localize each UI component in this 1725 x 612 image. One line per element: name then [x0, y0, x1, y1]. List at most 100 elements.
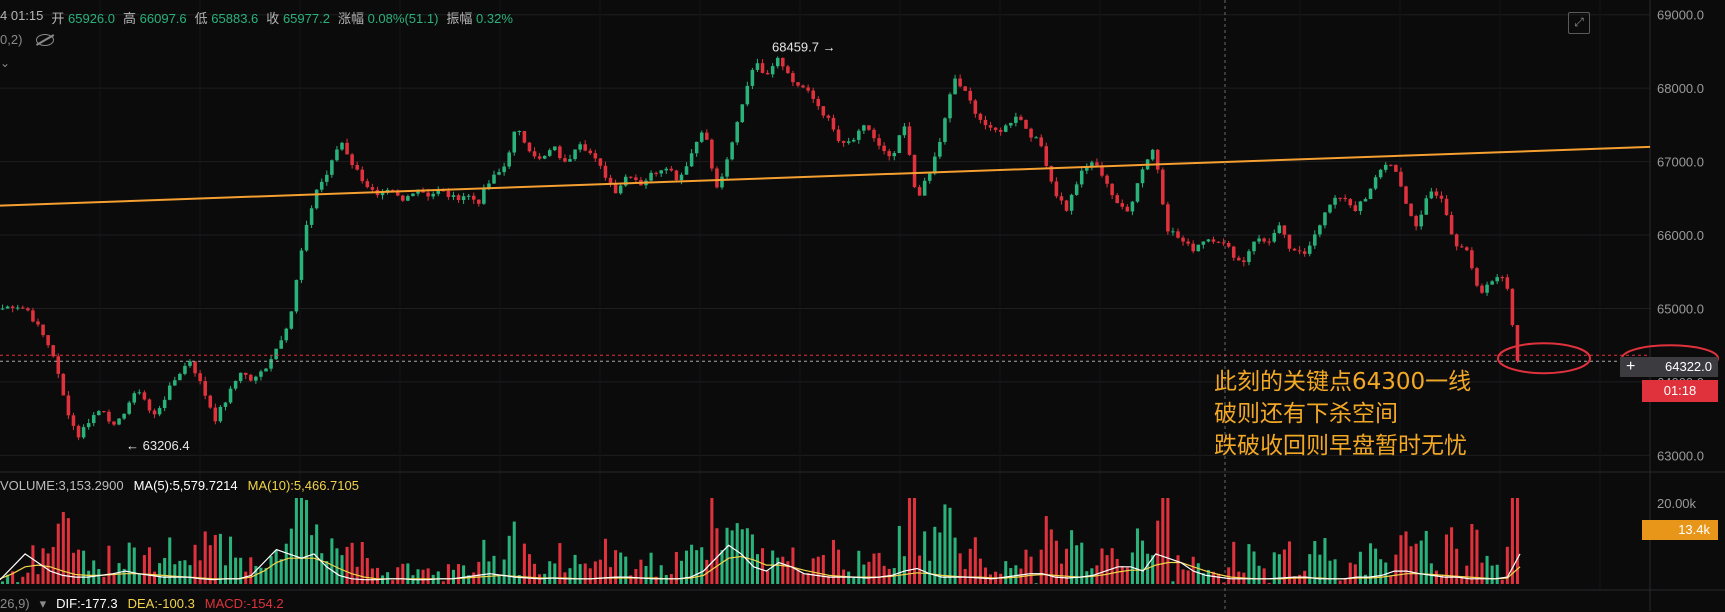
- volume-bar: [1100, 548, 1104, 584]
- candle-body: [1343, 197, 1347, 200]
- volume-bar: [735, 523, 739, 584]
- volume-bar: [1389, 576, 1393, 584]
- volume-bar: [158, 563, 162, 584]
- candle-body: [46, 335, 50, 346]
- macd-toggle-icon[interactable]: ▾: [39, 596, 47, 611]
- volume-bar: [902, 556, 906, 584]
- candle-body: [922, 180, 927, 196]
- volume-bar: [755, 554, 759, 584]
- volume-bar: [948, 507, 952, 584]
- volume-bar: [1429, 563, 1433, 584]
- volume-bar: [61, 512, 65, 584]
- volume-bar: [1029, 556, 1033, 584]
- volume-bar: [482, 539, 486, 584]
- candle-body: [406, 196, 410, 201]
- candle-body: [203, 381, 207, 396]
- volume-bar: [1161, 498, 1165, 584]
- volume-bar: [365, 558, 369, 584]
- volume-bar: [852, 577, 856, 584]
- volume-bar: [396, 567, 400, 584]
- volume-bar: [983, 567, 987, 584]
- volume-bar: [796, 568, 800, 584]
- volume-bar: [178, 560, 182, 584]
- volume-bar: [1049, 529, 1053, 584]
- candle-body: [1176, 231, 1180, 238]
- volume-bar: [213, 535, 217, 584]
- collapse-arrow-icon[interactable]: ⌄: [0, 56, 11, 70]
- candle-body: [466, 195, 471, 197]
- volume-bar: [1039, 549, 1043, 584]
- candle-body: [618, 185, 623, 194]
- candle-body: [1242, 260, 1246, 263]
- volume-bar: [6, 574, 10, 584]
- volume-bar: [847, 571, 851, 584]
- volume-bar: [583, 563, 587, 584]
- candle-body: [851, 139, 856, 142]
- candle-body: [968, 90, 973, 101]
- volume-bar: [1369, 543, 1373, 584]
- hide-eye-icon[interactable]: [36, 33, 55, 46]
- candle-body: [735, 122, 739, 143]
- candle-body: [1444, 198, 1449, 216]
- candle-body: [188, 361, 192, 366]
- volume-bar: [603, 538, 607, 584]
- candle-body: [451, 195, 456, 197]
- candle-body: [97, 411, 101, 416]
- candle-body: [1231, 246, 1236, 258]
- candle-body: [770, 66, 775, 75]
- candle-body: [1014, 116, 1018, 123]
- candle-body: [740, 104, 745, 123]
- candle-body: [927, 173, 932, 181]
- volume-bar: [1434, 570, 1438, 584]
- candle-body: [1363, 199, 1368, 202]
- y-axis: 63000.064000.065000.066000.067000.068000…: [1657, 8, 1704, 511]
- crosshair-plus-icon[interactable]: +: [1626, 358, 1636, 375]
- candle-body: [664, 168, 669, 171]
- candle-body: [532, 151, 537, 157]
- candle-body: [228, 388, 233, 403]
- volume-bar: [1201, 573, 1205, 584]
- candle-body: [66, 395, 71, 416]
- volume-bar: [999, 573, 1003, 584]
- candle-body: [938, 141, 942, 157]
- candle-body: [122, 413, 126, 419]
- volume-bar: [720, 550, 724, 584]
- high-label: 高: [123, 11, 137, 26]
- current-price-tag[interactable]: + 64322.0: [1620, 357, 1718, 377]
- volume-bar: [816, 556, 820, 584]
- candle-body: [26, 308, 30, 311]
- candle-body: [1313, 234, 1317, 246]
- candle-body: [1480, 285, 1484, 293]
- volume-bar: [203, 531, 207, 584]
- candle-body: [1515, 325, 1520, 361]
- volume-bar: [766, 570, 770, 584]
- volume-bar: [269, 556, 273, 584]
- candle-body: [1095, 162, 1099, 166]
- expand-icon[interactable]: ⤢: [1568, 12, 1590, 34]
- volume-bar: [1404, 531, 1408, 584]
- candle-body: [689, 153, 694, 167]
- volume-bar: [198, 560, 202, 584]
- key-level-circle: [1497, 342, 1591, 375]
- candle-body: [15, 307, 20, 309]
- volume-ma5-line: [0, 544, 1521, 581]
- volume-bar: [578, 564, 582, 584]
- candle-body: [953, 78, 957, 95]
- candle-body: [1353, 205, 1358, 211]
- candle-body: [765, 72, 770, 75]
- candle-body: [274, 348, 278, 360]
- volume-bar: [1120, 566, 1124, 584]
- volume-bar: [968, 548, 972, 584]
- volume-bar: [183, 560, 187, 584]
- indicator-settings-bar: 0,2): [0, 32, 55, 47]
- candle-body: [0, 308, 5, 310]
- candle-body: [1003, 125, 1008, 132]
- candle-body: [867, 125, 871, 130]
- candle-body: [608, 177, 613, 183]
- candle-body: [223, 402, 228, 407]
- volume-bar: [553, 563, 557, 584]
- volume-bar: [644, 566, 648, 584]
- volume-bar: [1293, 576, 1297, 584]
- volume-bar: [325, 560, 329, 584]
- macd-value: MACD:-154.2: [204, 596, 284, 611]
